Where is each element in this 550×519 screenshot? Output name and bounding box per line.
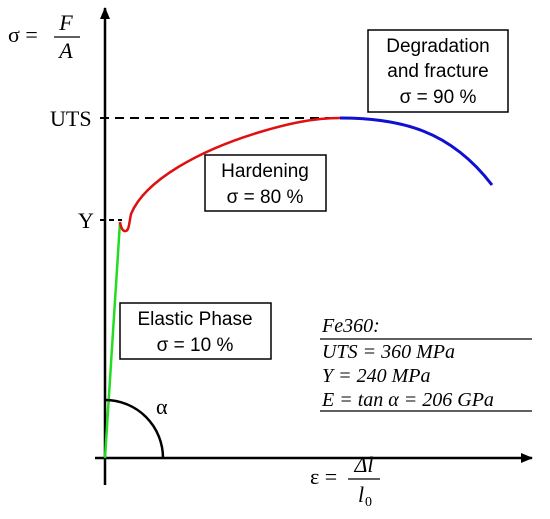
phase-note: σ = 90 % <box>400 87 477 108</box>
phase-title: and fracture <box>387 61 488 82</box>
uts-label: UTS <box>50 106 92 131</box>
phase-box <box>367 29 509 113</box>
x-axis-label-lhs: ε = <box>310 464 337 489</box>
phase-box <box>204 154 327 212</box>
phase-title: Hardening <box>221 161 309 182</box>
x-axis-label-numerator: Δl <box>353 452 373 477</box>
phase-title: Degradation <box>386 36 490 57</box>
x-axis-label-denominator: l <box>358 482 364 507</box>
y-axis-label-numerator: F <box>58 10 73 35</box>
material-line: UTS = 360 MPa <box>322 341 455 363</box>
phase-title: Elastic Phase <box>137 309 252 330</box>
phase-box <box>119 302 272 360</box>
fracture-curve <box>339 116 494 186</box>
hardening-curve <box>118 116 341 233</box>
material-name: Fe360: <box>321 315 380 337</box>
material-line: E = tan α = 206 GPa <box>321 389 494 411</box>
x-axis-label-subscript: 0 <box>365 495 372 510</box>
phase-note: σ = 80 % <box>227 187 304 208</box>
elastic-curve <box>103 221 122 459</box>
yield-label: Y <box>78 208 94 233</box>
angle-arc <box>104 398 165 459</box>
y-axis-label-denominator: A <box>57 38 73 63</box>
material-line: Y = 240 MPa <box>322 365 431 387</box>
angle-label: α <box>156 394 168 419</box>
y-axis-label-lhs: σ = <box>8 22 38 47</box>
phase-note: σ = 10 % <box>157 335 234 356</box>
